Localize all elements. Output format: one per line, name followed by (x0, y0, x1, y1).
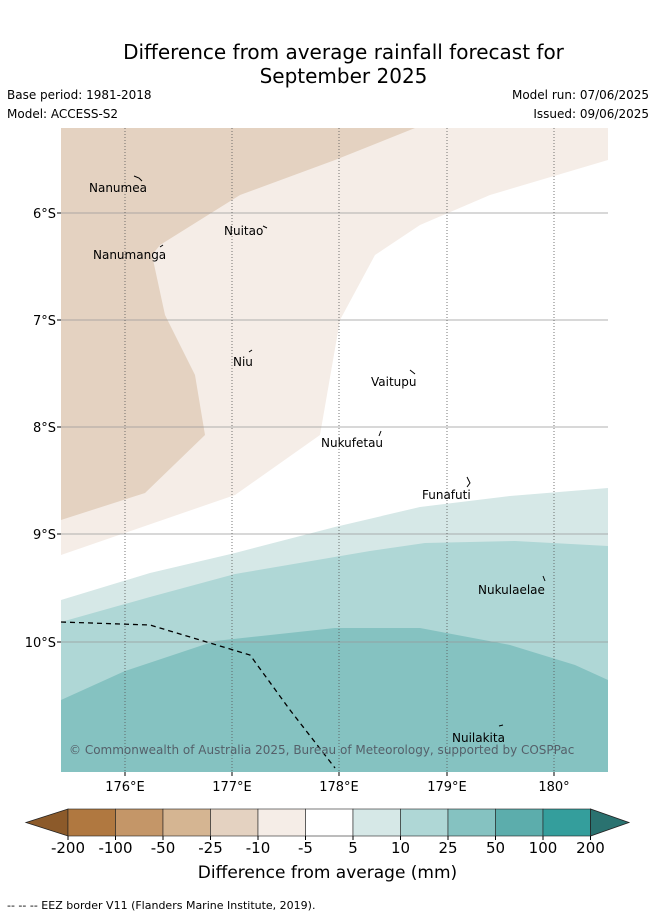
island-label: Nuilakita (452, 731, 505, 745)
colorbar-tick-label: 100 (529, 839, 558, 857)
lon-label: 176°E (105, 780, 145, 795)
lat-label: 10°S (25, 636, 56, 651)
island-label: Nukufetau (321, 436, 383, 450)
colorbar-segment (495, 808, 544, 837)
footnote: -- -- -- EEZ border V11 (Flanders Marine… (7, 899, 316, 912)
colorbar-segment (257, 808, 306, 837)
lon-label: 178°E (319, 780, 359, 795)
island-outlines (133, 175, 546, 727)
lon-label: 180° (538, 780, 569, 795)
island-label: Nanumanga (93, 248, 166, 262)
colorbar-label: Difference from average (mm) (197, 863, 458, 883)
island-label: Funafuti (422, 488, 471, 502)
base-period: Base period: 1981-2018 (7, 88, 152, 102)
title-line-1: Difference from average rainfall forecas… (123, 40, 564, 64)
lat-label: 8°S (33, 421, 56, 436)
model-run: Model run: 07/06/2025 (511, 88, 649, 102)
colorbar-segment (542, 808, 591, 837)
copyright-notice: © Commonwealth of Australia 2025, Bureau… (69, 743, 574, 757)
colorbar-tick-label: 50 (486, 839, 505, 857)
region-minus-25-to-10 (61, 128, 415, 520)
lat-label: 7°S (33, 314, 56, 329)
island-label: Niu (233, 355, 253, 369)
chart-title: Difference from average rainfall forecas… (0, 40, 655, 88)
colorbar-segment (162, 808, 211, 837)
colorbar-tick-label: -50 (151, 839, 176, 857)
colorbar-segment (210, 808, 259, 837)
colorbar-tick-label: 10 (391, 839, 410, 857)
title-line-2: September 2025 (259, 64, 428, 88)
region-25-to-50 (61, 628, 608, 772)
lon-label: 177°E (212, 780, 252, 795)
colorbar-segment (352, 808, 401, 837)
region-minus-10-to-5 (61, 128, 608, 555)
colorbar-tick-label: -100 (98, 839, 132, 857)
island-label: Vaitupu (371, 375, 417, 389)
colorbar-extend-high (590, 808, 631, 837)
colorbar-segment (447, 808, 496, 837)
lat-label: 9°S (33, 528, 56, 543)
gridlines (61, 128, 608, 772)
island-label: Nanumea (89, 181, 147, 195)
colorbar-tick-label: -25 (198, 839, 223, 857)
colorbar-tick-label: 200 (576, 839, 605, 857)
model-name: Model: ACCESS-S2 (7, 107, 119, 121)
colorbar-tick-label: -10 (246, 839, 271, 857)
lon-label: 179°E (427, 780, 467, 795)
island-label: Nukulaelae (478, 583, 545, 597)
colorbar-tick-label: 25 (438, 839, 457, 857)
colorbar-tick-label: -200 (51, 839, 85, 857)
colorbar-segment (67, 808, 116, 837)
colorbar-segment (115, 808, 164, 837)
colorbar: -200 -100 -50 -25 -10 -5 5 10 25 50 100 200 (24, 808, 631, 857)
lat-label: 6°S (33, 207, 56, 222)
eez-border (60, 621, 336, 769)
island-label: Nuitao (224, 224, 263, 238)
colorbar-extend-low (24, 808, 69, 837)
colorbar-segment (305, 808, 354, 837)
issued-date: Issued: 09/06/2025 (533, 107, 649, 121)
colorbar-segment (400, 808, 449, 837)
colorbar-tick-label: -5 (298, 839, 313, 857)
colorbar-tick-label: 5 (348, 839, 358, 857)
